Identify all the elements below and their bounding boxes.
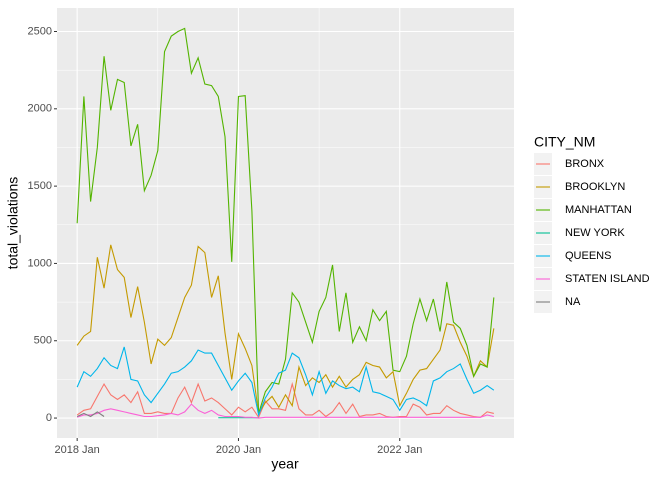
- grid: [57, 8, 514, 438]
- legend-label: STATEN ISLAND: [565, 273, 650, 285]
- legend-label: BRONX: [565, 158, 605, 170]
- y-tick-label: 2000: [28, 103, 52, 115]
- legend-label: NEW YORK: [565, 227, 625, 239]
- y-tick-label: 1500: [28, 180, 52, 192]
- legend-label: NA: [565, 296, 581, 308]
- series-line: [76, 403, 494, 419]
- x-tick-label: 2018 Jan: [55, 444, 100, 456]
- lines: [76, 27, 495, 419]
- y-tick-label: 2500: [28, 25, 52, 37]
- legend-title: CITY_NM: [534, 134, 595, 150]
- y-tick-label: 500: [34, 335, 52, 347]
- x-axis-title: year: [271, 456, 299, 472]
- y-tick-label: 1000: [28, 257, 52, 269]
- legend-label: MANHATTAN: [565, 204, 632, 216]
- panel: [57, 8, 514, 438]
- x-tick-label: 2022 Jan: [377, 444, 422, 456]
- y-tick-label: 0: [46, 412, 52, 424]
- x-tick-label: 2020 Jan: [216, 444, 261, 456]
- series-line: [76, 27, 495, 414]
- y-axis-title: total_violations: [5, 177, 21, 270]
- series-line: [76, 244, 495, 416]
- series-line: [76, 381, 494, 419]
- series-line: [76, 346, 495, 417]
- series-line: [76, 411, 105, 418]
- legend-label: QUEENS: [565, 250, 611, 262]
- legend-label: BROOKLYN: [565, 181, 625, 193]
